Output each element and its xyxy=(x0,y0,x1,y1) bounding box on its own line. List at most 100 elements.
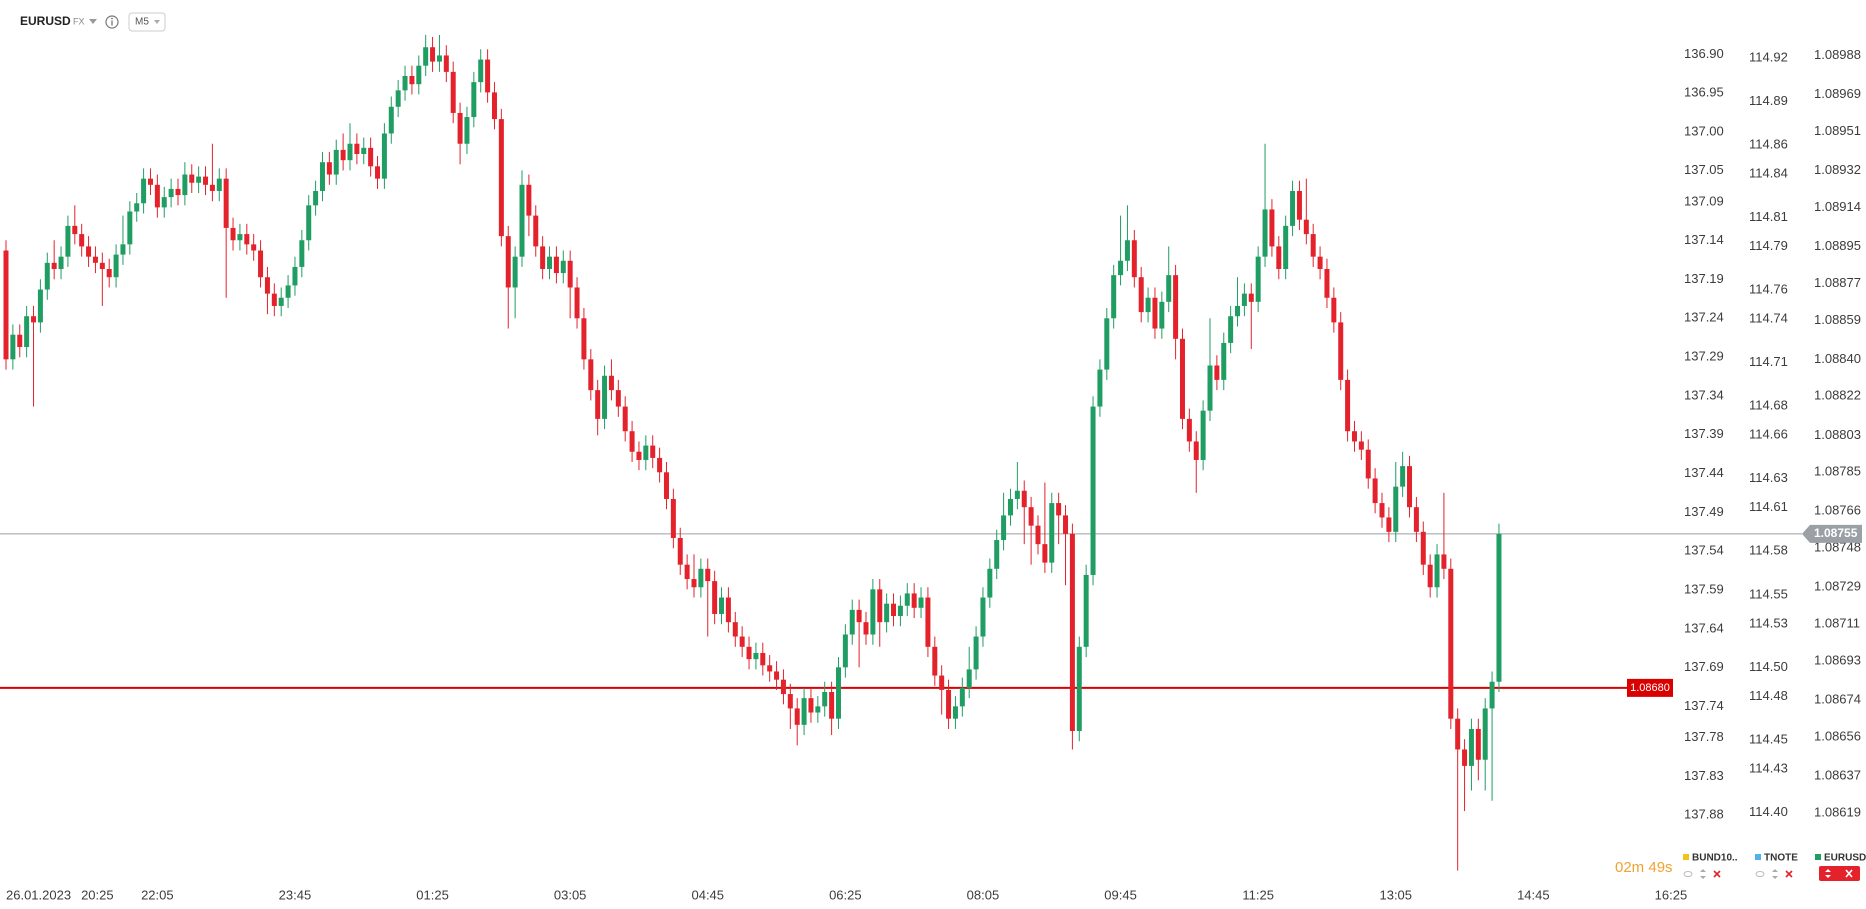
order-line-tag[interactable] xyxy=(1627,678,1673,697)
candle-body xyxy=(794,708,800,725)
candle-body xyxy=(1400,466,1406,487)
candle-body xyxy=(1076,646,1082,731)
candle-body xyxy=(547,256,553,269)
candle-body xyxy=(691,579,697,588)
candle-body xyxy=(1104,318,1110,370)
candle-body xyxy=(842,634,848,668)
candle-body xyxy=(932,646,938,676)
candle-body xyxy=(829,691,835,719)
y-tick-label: 1.08729 xyxy=(1814,579,1861,594)
candle-body xyxy=(450,71,456,113)
candle-body xyxy=(966,669,972,688)
y-tick-label: 1.08932 xyxy=(1814,162,1861,177)
candle-body xyxy=(361,147,367,155)
candle-body xyxy=(58,256,64,269)
candle-body xyxy=(1186,418,1192,442)
y-tick-label: 114.58 xyxy=(1749,543,1788,558)
candle-body xyxy=(299,240,305,267)
legend-swatch xyxy=(1755,854,1761,860)
candle-body xyxy=(1021,490,1027,508)
candle-body xyxy=(478,59,484,83)
timeframe-select[interactable] xyxy=(128,12,166,32)
candle-body xyxy=(1407,466,1413,508)
candle-body xyxy=(1049,503,1055,563)
candle-body xyxy=(1145,297,1151,313)
legend-visibility-icon[interactable] xyxy=(1683,871,1693,877)
candle-body xyxy=(973,636,979,670)
candle-body xyxy=(485,59,491,93)
candle-body xyxy=(244,234,250,245)
legend-remove-icon[interactable] xyxy=(1713,870,1721,878)
candle-body xyxy=(553,256,559,274)
candle-body xyxy=(760,652,766,666)
candle-body xyxy=(1482,708,1488,760)
candle-body xyxy=(1118,260,1124,276)
candle-body xyxy=(141,178,147,204)
y-tick-label: 114.74 xyxy=(1749,311,1788,326)
symbol[interactable]: EURUSD xyxy=(20,14,71,28)
candle-body xyxy=(319,162,325,191)
candle-body xyxy=(1179,338,1185,419)
y-tick-label: 114.61 xyxy=(1749,499,1788,514)
candle-body xyxy=(746,646,752,660)
candle-body xyxy=(1241,293,1247,306)
legend-name[interactable]: EURUSD xyxy=(1824,853,1866,864)
y-tick-label: 137.64 xyxy=(1684,620,1724,635)
candle-body xyxy=(1056,503,1062,516)
candle-body xyxy=(92,256,98,263)
y-tick-label: 114.45 xyxy=(1749,731,1788,746)
candles-layer xyxy=(3,34,1502,871)
legend-remove-icon[interactable] xyxy=(1785,870,1793,878)
legend-name[interactable]: TNOTE xyxy=(1764,853,1798,864)
candle-body xyxy=(670,498,676,538)
candle-body xyxy=(1173,275,1179,339)
legend-visibility-icon[interactable] xyxy=(1755,871,1765,877)
info-icon[interactable] xyxy=(105,15,119,29)
candle-body xyxy=(182,174,188,196)
y-tick-label: 137.59 xyxy=(1684,581,1724,596)
y-tick-label: 114.81 xyxy=(1749,209,1788,224)
y-tick-label: 114.84 xyxy=(1749,166,1788,181)
candle-body xyxy=(443,55,449,72)
legend-sort-icon[interactable] xyxy=(1772,869,1778,879)
y-tick-label: 1.08766 xyxy=(1814,503,1861,518)
candle-body xyxy=(1007,498,1013,516)
legend-controls-box xyxy=(1819,866,1860,881)
y-tick-label: 114.48 xyxy=(1749,688,1788,703)
y-tick-label: 114.89 xyxy=(1749,93,1788,108)
legend-sort-icon[interactable] xyxy=(1825,869,1831,878)
candle-body xyxy=(154,184,160,208)
y-tick-label: 114.71 xyxy=(1749,354,1788,369)
candle-body xyxy=(526,184,532,216)
candle-body xyxy=(471,82,477,118)
current-price-label: 1.08755 xyxy=(1814,526,1858,540)
candle-body xyxy=(657,457,663,473)
candle-body xyxy=(1124,240,1130,261)
dropdown-caret[interactable] xyxy=(89,19,97,24)
candle-body xyxy=(340,149,346,161)
legend-remove-icon[interactable] xyxy=(1845,869,1853,878)
candle-body xyxy=(1097,369,1103,407)
candle-body xyxy=(1475,728,1481,760)
order-line-label[interactable]: 1.08680 xyxy=(1630,682,1670,694)
legend-name[interactable]: BUND10.. xyxy=(1692,853,1738,864)
candle-body xyxy=(24,316,30,348)
candle-body xyxy=(1413,507,1419,532)
candle-body xyxy=(774,671,780,680)
y-tick-label: 114.40 xyxy=(1749,804,1788,819)
candle-body xyxy=(423,47,429,66)
candle-body xyxy=(1083,574,1089,647)
y-tick-label: 137.88 xyxy=(1684,807,1724,822)
x-tick-label: 04:45 xyxy=(691,887,724,902)
candle-body xyxy=(271,293,277,306)
candle-body xyxy=(753,652,759,660)
legend-sort-icon[interactable] xyxy=(1700,869,1706,879)
candle-body xyxy=(230,227,236,241)
candle-body xyxy=(368,147,374,167)
candle-body xyxy=(897,605,903,617)
x-tick-label: 14:45 xyxy=(1517,887,1550,902)
candle-body xyxy=(608,375,614,391)
y-tick-label: 1.08711 xyxy=(1814,616,1860,631)
legend-swatch xyxy=(1683,854,1689,860)
timeframe[interactable]: M5 xyxy=(135,17,149,28)
